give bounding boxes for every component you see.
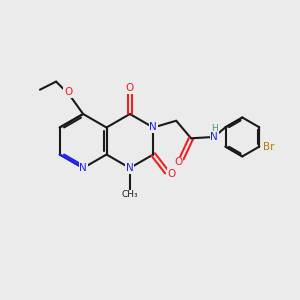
Text: O: O (167, 169, 176, 178)
Text: N: N (210, 132, 218, 142)
Text: H: H (211, 124, 218, 133)
Text: O: O (64, 87, 72, 97)
Text: N: N (149, 122, 157, 133)
Text: O: O (175, 157, 183, 167)
Text: N: N (126, 163, 134, 173)
Text: CH₃: CH₃ (122, 190, 138, 199)
Text: Br: Br (263, 142, 275, 152)
Text: O: O (126, 83, 134, 93)
Text: N: N (79, 163, 87, 173)
